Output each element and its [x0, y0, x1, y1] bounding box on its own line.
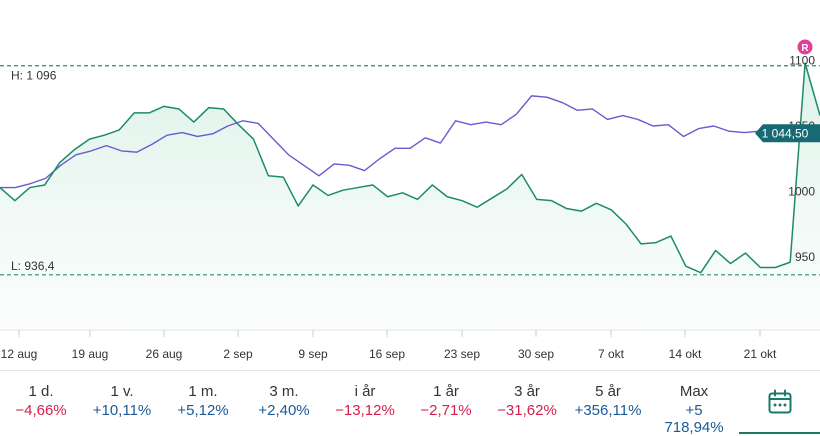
period-option[interactable]: 3 år −31,62% [487, 371, 567, 434]
period-change: −4,66% [15, 402, 67, 419]
chart-grid [0, 329, 820, 337]
period-label: Max [679, 383, 709, 400]
high-label: H: 1 096 [11, 69, 57, 83]
y-tick-label: 950 [795, 250, 815, 264]
period-label: 1 m. [188, 383, 218, 400]
current-price-badge: 1 044,50 [755, 124, 820, 143]
marker-letter: R [801, 43, 809, 54]
period-option[interactable]: 1 v. +10,11% [82, 371, 162, 434]
period-change: +356,11% [574, 402, 642, 419]
period-label: i år [354, 383, 376, 400]
period-label: 1 år [433, 383, 459, 400]
period-change: −2,71% [420, 402, 472, 419]
x-tick-label: 26 aug [146, 347, 183, 361]
period-change: −13,12% [335, 402, 395, 419]
period-option[interactable]: 1 d. −4,66% [1, 371, 81, 434]
chart-lines [0, 62, 820, 274]
high-low-lines: H: 1 096 L: 936,4 [0, 65, 820, 276]
report-marker[interactable]: R [797, 39, 813, 55]
x-tick-label: 7 okt [598, 347, 625, 361]
period-option[interactable]: 5 år +356,11% [568, 371, 648, 434]
x-tick-label: 16 sep [369, 347, 405, 361]
x-tick-label: 23 sep [444, 347, 480, 361]
period-label: 1 d. [28, 383, 54, 400]
period-option[interactable]: 1 år −2,71% [406, 371, 486, 434]
period-label: 3 m. [269, 383, 299, 400]
period-option[interactable]: 1 m. +5,12% [163, 371, 243, 434]
x-tick-label: 30 sep [518, 347, 554, 361]
period-label: 1 v. [110, 383, 134, 400]
stock-line [0, 62, 820, 274]
y-tick-label: 1100 [789, 54, 815, 68]
period-option[interactable]: i år −13,12% [325, 371, 405, 434]
low-label: L: 936,4 [11, 259, 55, 273]
x-tick-label: 12 aug [1, 347, 38, 361]
comparison-line [0, 95, 806, 189]
period-change: +2,40% [258, 402, 310, 419]
period-change: +5,12% [177, 402, 229, 419]
x-tick-label: 9 sep [298, 347, 328, 361]
period-label: 3 år [514, 383, 540, 400]
calendar-icon [768, 389, 791, 413]
calendar-button[interactable] [739, 371, 820, 434]
current-price-label: 1 044,50 [762, 127, 809, 141]
period-change: −31,62% [497, 402, 557, 419]
period-label: 5 år [595, 383, 621, 400]
x-tick-label: 19 aug [72, 347, 109, 361]
period-selector: 1 d. −4,66% 1 v. +10,11% 1 m. +5,12% 3 m. +2,40… [0, 370, 820, 436]
x-tick-label: 14 okt [669, 347, 702, 361]
current-price-bg [755, 124, 820, 143]
x-tick-label: 2 sep [223, 347, 253, 361]
marker-circle [797, 39, 813, 55]
period-option[interactable]: 3 m. +2,40% [244, 371, 324, 434]
y-tick-label: 1000 [788, 185, 815, 199]
period-change: +5 718,94% [664, 402, 724, 436]
x-axis-ticks: 12 aug 19 aug 26 aug 2 sep 9 sep 16 sep 23 sep… [1, 347, 777, 361]
period-option[interactable]: Max +5 718,94% [654, 371, 734, 436]
period-change: +10,11% [92, 402, 152, 419]
x-tick-label: 21 okt [744, 347, 777, 361]
